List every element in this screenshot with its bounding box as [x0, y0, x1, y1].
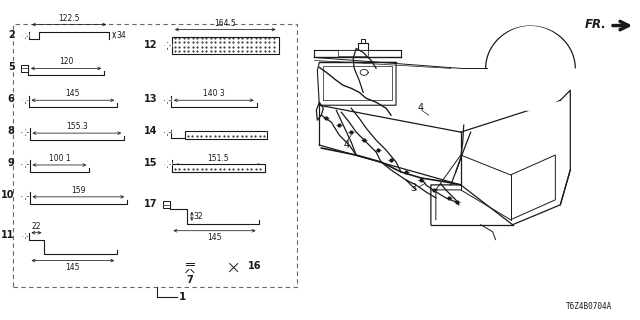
- Circle shape: [20, 191, 29, 201]
- Text: 10: 10: [1, 190, 15, 200]
- Circle shape: [164, 43, 169, 48]
- Circle shape: [23, 234, 26, 237]
- Text: 8: 8: [8, 126, 15, 136]
- Text: 22: 22: [32, 222, 41, 231]
- Text: 2: 2: [8, 29, 15, 40]
- Text: 145: 145: [66, 89, 80, 98]
- Text: 3: 3: [410, 183, 416, 193]
- Text: 5: 5: [8, 62, 15, 72]
- Circle shape: [20, 232, 29, 240]
- Text: 1: 1: [179, 292, 186, 302]
- Bar: [13, 24, 298, 287]
- Text: 159: 159: [71, 186, 86, 195]
- Circle shape: [164, 162, 169, 166]
- Text: 164.5: 164.5: [214, 19, 236, 28]
- Circle shape: [488, 27, 572, 110]
- Circle shape: [165, 130, 169, 134]
- Circle shape: [20, 31, 29, 40]
- Text: 145: 145: [66, 263, 80, 272]
- Text: 122.5: 122.5: [58, 13, 80, 23]
- Circle shape: [23, 99, 26, 102]
- Circle shape: [226, 260, 242, 276]
- Bar: [185, 131, 266, 139]
- Bar: [172, 164, 264, 172]
- Text: 17: 17: [143, 199, 157, 209]
- Circle shape: [20, 96, 29, 104]
- Text: 9: 9: [8, 158, 15, 168]
- Text: 151.5: 151.5: [207, 154, 229, 163]
- Text: 155.3: 155.3: [66, 122, 88, 131]
- Text: 15: 15: [143, 158, 157, 168]
- Text: 32: 32: [194, 212, 204, 221]
- Bar: [172, 36, 278, 54]
- Text: T6Z4B0704A: T6Z4B0704A: [566, 302, 612, 311]
- Text: 12: 12: [143, 40, 157, 51]
- Text: 34: 34: [116, 30, 126, 40]
- Text: 7: 7: [186, 275, 193, 284]
- Text: 140 3: 140 3: [203, 89, 225, 98]
- Text: 4: 4: [418, 103, 424, 113]
- Text: 11: 11: [1, 230, 15, 240]
- Circle shape: [522, 60, 538, 76]
- Circle shape: [163, 96, 171, 104]
- Text: 16: 16: [248, 260, 261, 270]
- Circle shape: [22, 194, 27, 198]
- Circle shape: [22, 162, 27, 166]
- Circle shape: [183, 260, 197, 275]
- Circle shape: [506, 44, 556, 93]
- Text: 145: 145: [207, 233, 222, 242]
- Circle shape: [162, 159, 172, 169]
- Text: 14: 14: [143, 126, 157, 136]
- Bar: [21, 65, 28, 72]
- Text: 4: 4: [343, 140, 349, 150]
- Bar: [339, 51, 368, 56]
- Text: 120: 120: [59, 57, 74, 66]
- Text: 100 1: 100 1: [49, 154, 70, 163]
- Circle shape: [20, 127, 29, 137]
- Circle shape: [22, 130, 27, 134]
- Bar: [163, 201, 170, 208]
- Text: 6: 6: [8, 94, 15, 104]
- Circle shape: [163, 128, 171, 136]
- Text: 13: 13: [143, 94, 157, 104]
- Circle shape: [22, 34, 27, 37]
- Circle shape: [162, 41, 172, 51]
- Text: FR.: FR.: [584, 18, 606, 31]
- Circle shape: [165, 99, 169, 102]
- Circle shape: [20, 159, 29, 169]
